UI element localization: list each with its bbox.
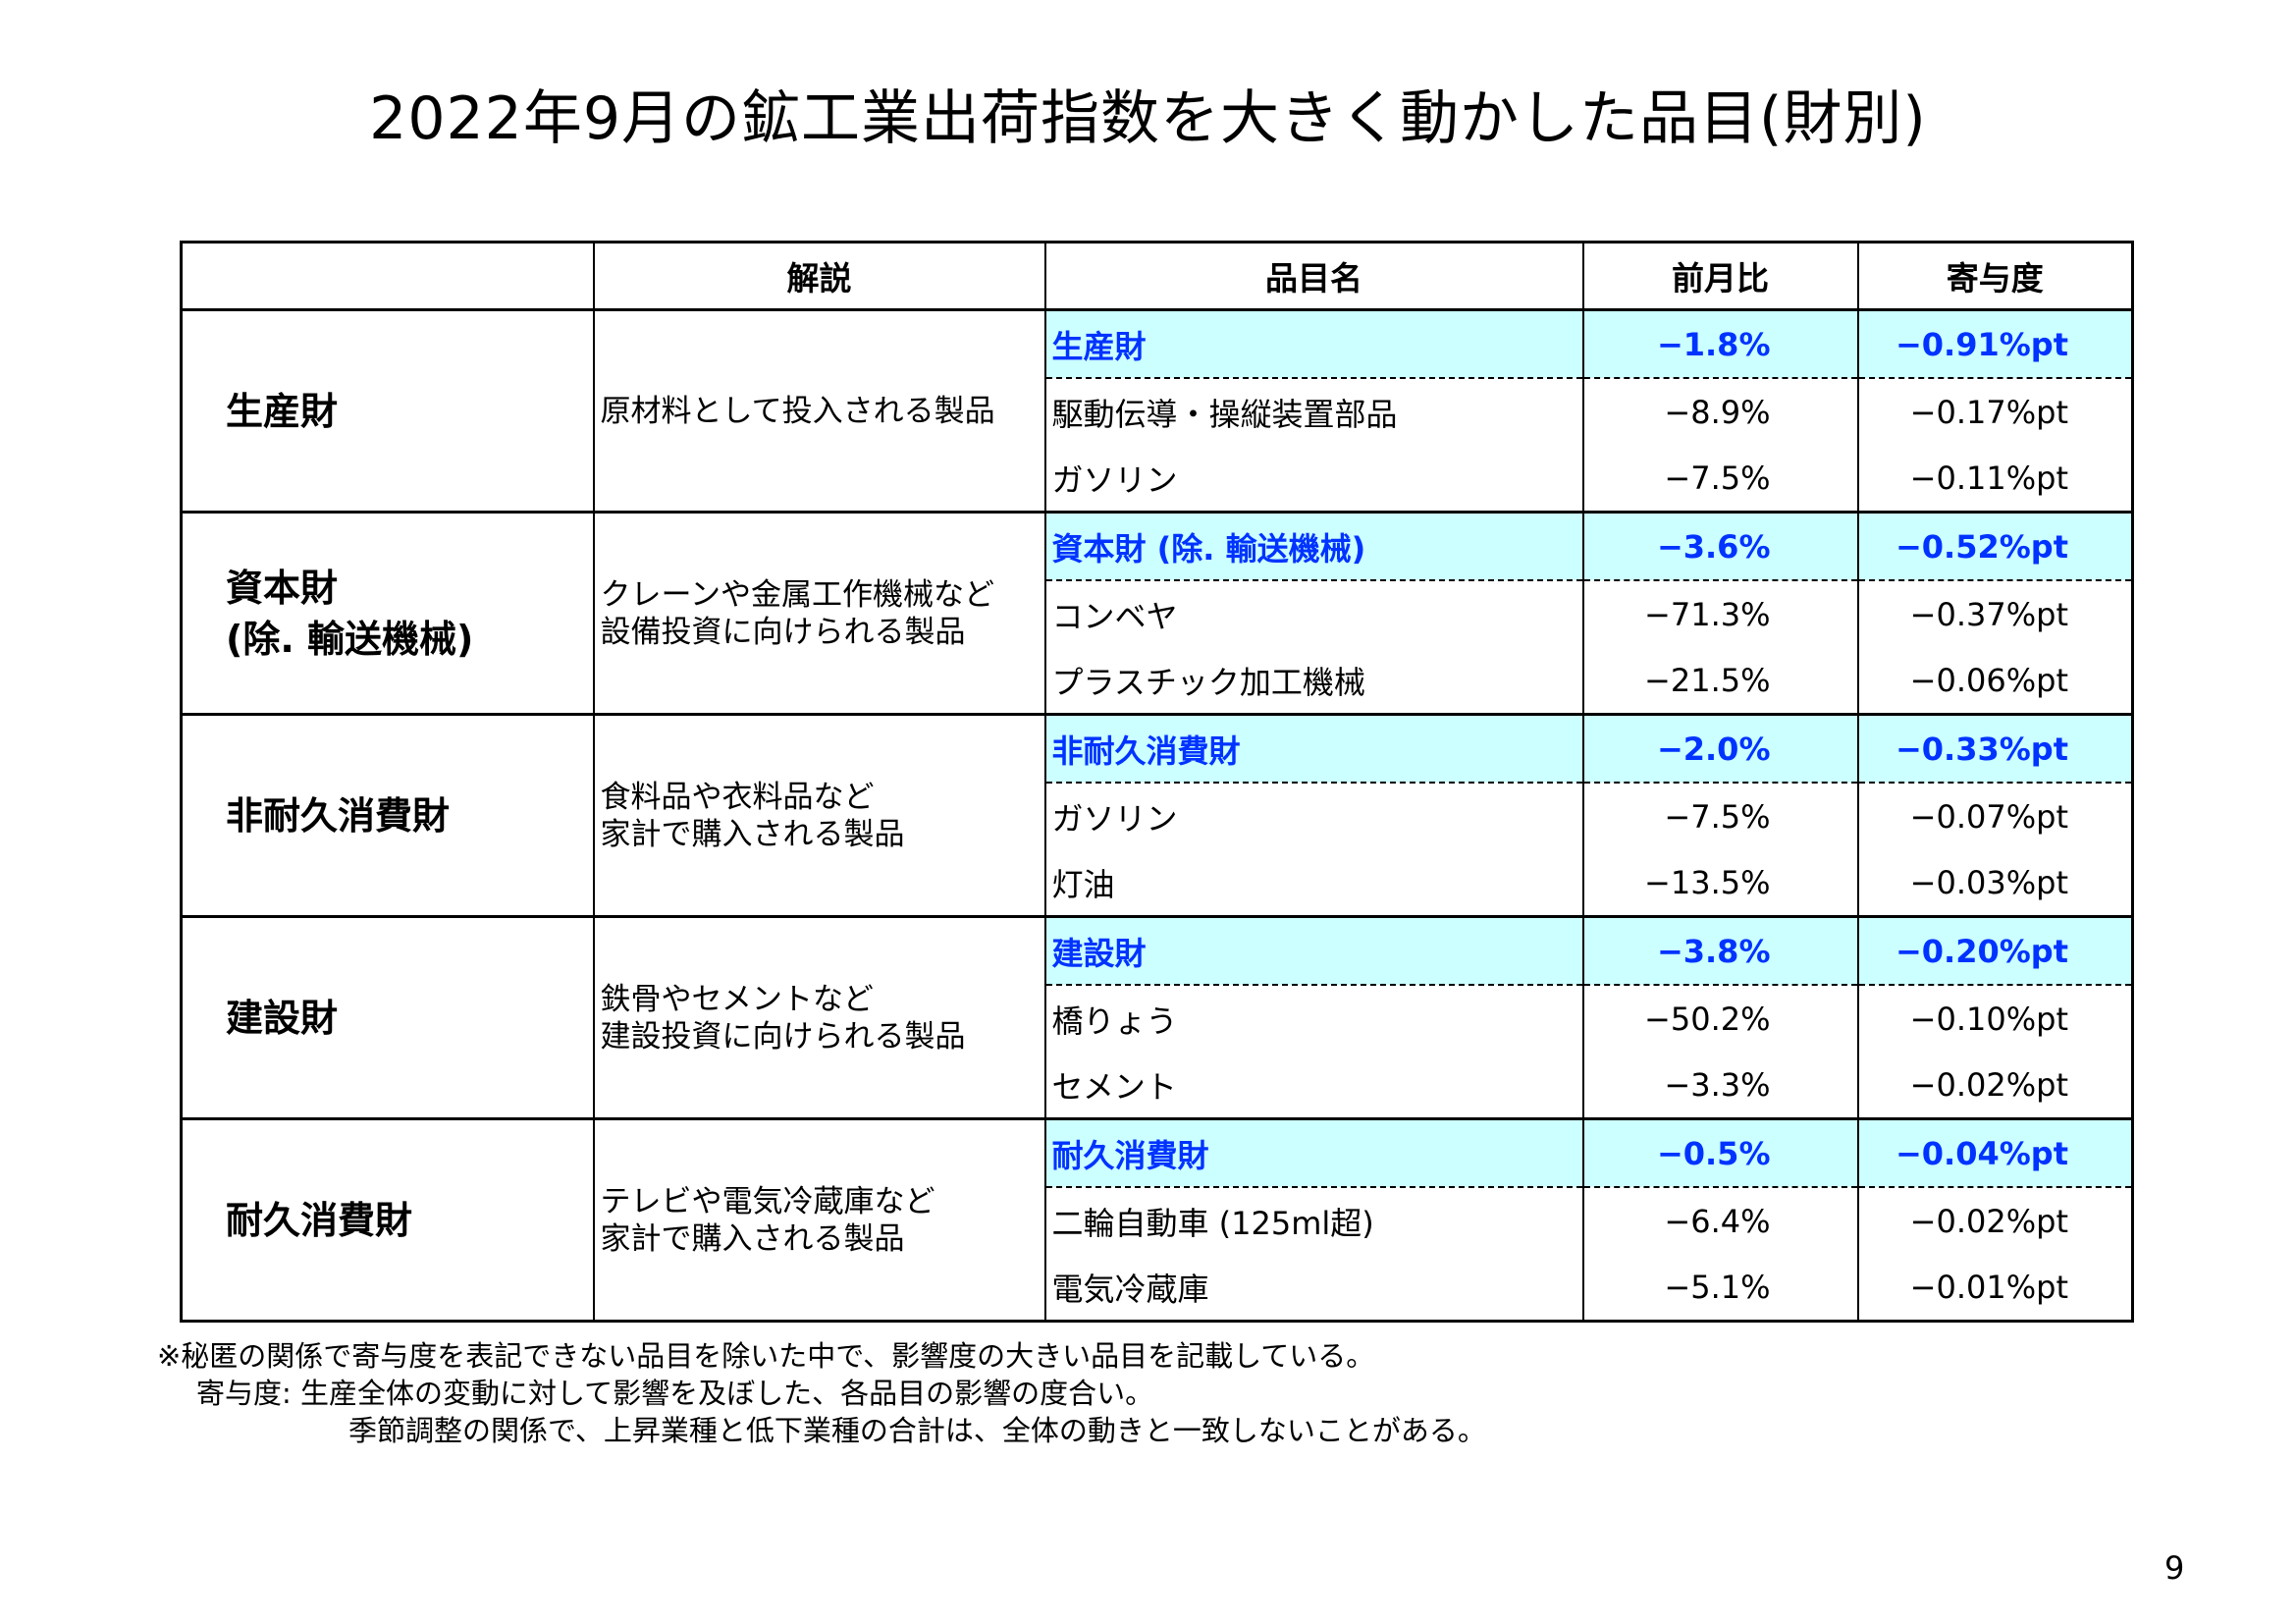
group-description: 原材料として投入される製品 (592, 309, 1046, 514)
summary-contribution: −0.20%pt (1856, 916, 2134, 986)
summary-contribution: −0.52%pt (1856, 512, 2134, 581)
group-desc-line1: 原材料として投入される製品 (600, 393, 995, 429)
item-name: コンベヤ (1043, 580, 1584, 647)
item-mom-change: −71.3% (1581, 580, 1859, 647)
item-contribution: −0.03%pt (1856, 849, 2134, 918)
item-name: 駆動伝導・操縦装置部品 (1043, 378, 1584, 445)
group-desc-line2: 建設投資に向けられる製品 (600, 1018, 966, 1055)
summary-mom-change: −1.8% (1581, 309, 1859, 379)
summary-mom-change: −3.6% (1581, 512, 1859, 581)
item-row: 電気冷蔵庫 −5.1% −0.01%pt (182, 1254, 2134, 1323)
group-label: 資本財 (除. 輸送機械) (180, 512, 595, 716)
group-label-line2: (除. 輸送機械) (226, 617, 474, 661)
group-desc-line1: テレビや電気冷蔵庫など (600, 1183, 935, 1219)
header-row: 解説 品目名 前月比 寄与度 (180, 242, 2134, 311)
group-description: クレーンや金属工作機械など 設備投資に向けられる製品 (592, 512, 1046, 716)
group-label-line1: 資本財 (226, 566, 339, 610)
group-summary-row: 資本財 (除. 輸送機械) クレーンや金属工作機械など 設備投資に向けられる製品 資本財… (180, 512, 2134, 716)
item-mom-change: −5.1% (1581, 1254, 1859, 1323)
item-contribution: −0.06%pt (1856, 647, 2134, 716)
group-label: 建設財 (180, 916, 595, 1120)
summary-mom-change: −3.8% (1581, 916, 1859, 986)
item-contribution: −0.11%pt (1856, 445, 2134, 514)
group-label-line1: 建設財 (226, 996, 339, 1040)
summary-contribution: −0.33%pt (1856, 714, 2134, 784)
group-summary-row: 非耐久消費財 食料品や衣料品など 家計で購入される製品 非耐久消費財 −2.0% −0.3… (180, 714, 2134, 918)
item-name: ガソリン (1043, 783, 1584, 849)
group-description: テレビや電気冷蔵庫など 家計で購入される製品 (592, 1118, 1046, 1323)
item-name: 橋りょう (1043, 985, 1584, 1052)
item-name: プラスチック加工機械 (1043, 647, 1584, 716)
item-name: ガソリン (1043, 445, 1584, 514)
group-label: 耐久消費財 (180, 1118, 595, 1323)
summary-item-name: 建設財 (1043, 916, 1584, 986)
group-summary-row: 建設財 鉄骨やセメントなど 建設投資に向けられる製品 建設財 −3.8% −0.20%pt (180, 916, 2134, 1120)
item-row: 橋りょう −50.2% −0.10%pt (182, 985, 2134, 1052)
summary-item-name: 耐久消費財 (1043, 1118, 1584, 1188)
header-blank (180, 242, 595, 311)
item-mom-change: −8.9% (1581, 378, 1859, 445)
note-line-2: 寄与度: 生産全体の変動に対して影響を及ぼした、各品目の影響の度合い。 (196, 1377, 1154, 1410)
summary-item-name: 資本財 (除. 輸送機械) (1043, 512, 1584, 581)
item-mom-change: −7.5% (1581, 783, 1859, 849)
summary-contribution: −0.91%pt (1856, 309, 2134, 379)
note-line-1: ※秘匿の関係で寄与度を表記できない品目を除いた中で、影響度の大きい品目を記載して… (157, 1339, 1375, 1373)
item-contribution: −0.07%pt (1856, 783, 2134, 849)
item-name: 電気冷蔵庫 (1043, 1254, 1584, 1323)
group-label: 生産財 (180, 309, 595, 514)
footnotes: ※秘匿の関係で寄与度を表記できない品目を除いた中で、影響度の大きい品目を記載して… (157, 1337, 1486, 1449)
item-row: ガソリン −7.5% −0.11%pt (182, 445, 2134, 514)
item-mom-change: −6.4% (1581, 1187, 1859, 1254)
header-desc: 解説 (592, 242, 1046, 311)
item-mom-change: −3.3% (1581, 1052, 1859, 1120)
item-row: ガソリン −7.5% −0.07%pt (182, 783, 2134, 849)
goods-table: 解説 品目名 前月比 寄与度 生産財 原材料として投入される製品 生産財 −1.8% −… (180, 241, 2134, 1323)
item-contribution: −0.02%pt (1856, 1052, 2134, 1120)
group-label: 非耐久消費財 (180, 714, 595, 918)
item-contribution: −0.01%pt (1856, 1254, 2134, 1323)
page-number: 9 (2164, 1549, 2185, 1587)
item-name: 二輪自動車 (125ml超) (1043, 1187, 1584, 1254)
group-desc-line1: 鉄骨やセメントなど (600, 981, 874, 1017)
item-row: 灯油 −13.5% −0.03%pt (182, 849, 2134, 918)
group-description: 鉄骨やセメントなど 建設投資に向けられる製品 (592, 916, 1046, 1120)
item-mom-change: −13.5% (1581, 849, 1859, 918)
item-mom-change: −7.5% (1581, 445, 1859, 514)
header-item: 品目名 (1043, 242, 1584, 311)
summary-item-name: 生産財 (1043, 309, 1584, 379)
header-contrib: 寄与度 (1856, 242, 2134, 311)
group-label-line1: 非耐久消費財 (226, 793, 451, 838)
item-contribution: −0.10%pt (1856, 985, 2134, 1052)
group-desc-line1: 食料品や衣料品など (600, 779, 875, 815)
summary-mom-change: −2.0% (1581, 714, 1859, 784)
item-row: セメント −3.3% −0.02%pt (182, 1052, 2134, 1120)
item-contribution: −0.37%pt (1856, 580, 2134, 647)
summary-item-name: 非耐久消費財 (1043, 714, 1584, 784)
item-name: 灯油 (1043, 849, 1584, 918)
header-mom: 前月比 (1581, 242, 1859, 311)
item-row: 駆動伝導・操縦装置部品 −8.9% −0.17%pt (182, 378, 2134, 445)
item-contribution: −0.02%pt (1856, 1187, 2134, 1254)
item-mom-change: −21.5% (1581, 647, 1859, 716)
item-row: コンベヤ −71.3% −0.37%pt (182, 580, 2134, 647)
group-desc-line2: 家計で購入される製品 (600, 816, 905, 852)
group-label-line1: 生産財 (226, 389, 339, 433)
group-description: 食料品や衣料品など 家計で購入される製品 (592, 714, 1046, 918)
item-row: 二輪自動車 (125ml超) −6.4% −0.02%pt (182, 1187, 2134, 1254)
group-label-line1: 耐久消費財 (226, 1198, 413, 1242)
page-title: 2022年9月の鉱工業出荷指数を大きく動かした品目(財別) (369, 84, 1927, 153)
item-name: セメント (1043, 1052, 1584, 1120)
item-row: プラスチック加工機械 −21.5% −0.06%pt (182, 647, 2134, 716)
group-desc-line1: クレーンや金属工作機械など (600, 576, 994, 613)
group-desc-line2: 家計で購入される製品 (600, 1220, 905, 1257)
item-mom-change: −50.2% (1581, 985, 1859, 1052)
group-summary-row: 耐久消費財 テレビや電気冷蔵庫など 家計で購入される製品 耐久消費財 −0.5% −0.0… (180, 1118, 2134, 1323)
item-contribution: −0.17%pt (1856, 378, 2134, 445)
group-desc-line2: 設備投資に向けられる製品 (600, 614, 966, 650)
summary-mom-change: −0.5% (1581, 1118, 1859, 1188)
summary-contribution: −0.04%pt (1856, 1118, 2134, 1188)
note-line-3: 季節調整の関係で、上昇業種と低下業種の合計は、全体の動きと一致しないことがある。 (348, 1414, 1486, 1447)
group-summary-row: 生産財 原材料として投入される製品 生産財 −1.8% −0.91%pt (180, 309, 2134, 514)
